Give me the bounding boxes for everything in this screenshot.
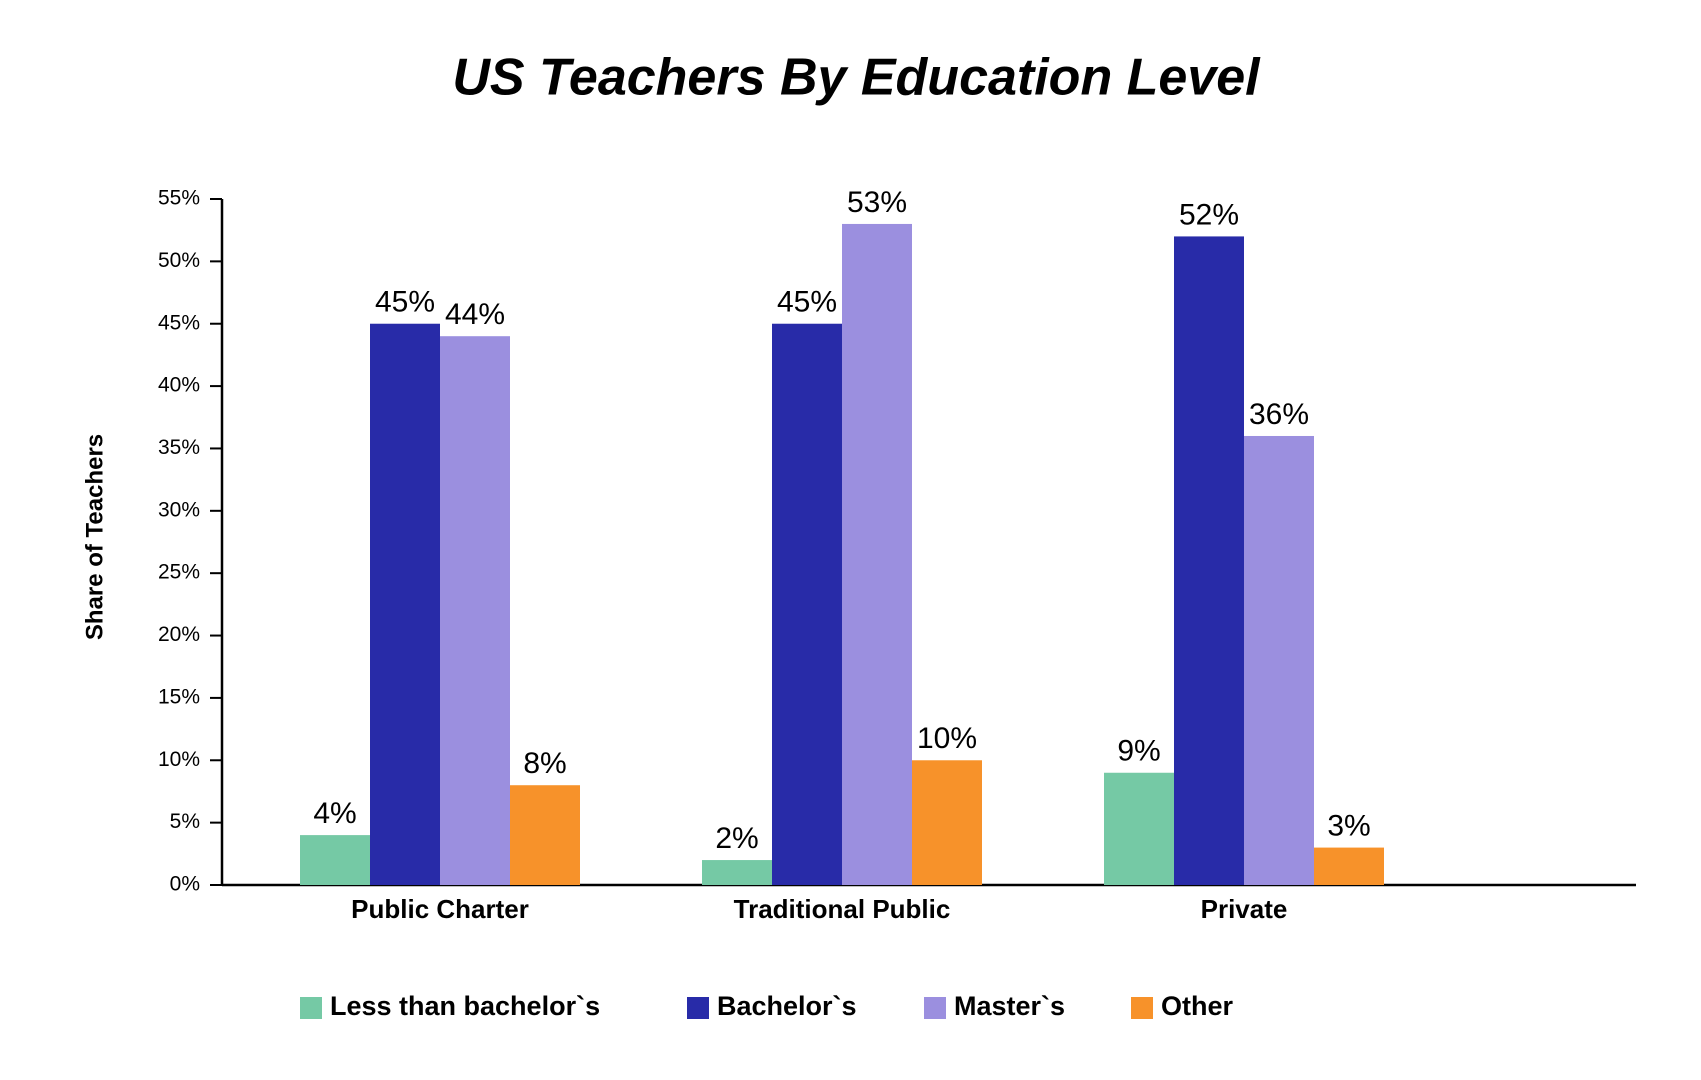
y-tick-label: 55% xyxy=(158,187,200,210)
bar xyxy=(1314,847,1384,885)
value-label: 44% xyxy=(445,298,505,331)
legend-swatch xyxy=(300,997,322,1019)
value-label: 9% xyxy=(1117,735,1160,768)
y-tick-label: 30% xyxy=(158,498,200,521)
legend-label: Other xyxy=(1161,991,1234,1021)
legend-label: Less than bachelor`s xyxy=(330,991,600,1021)
y-tick-label: 45% xyxy=(158,311,200,334)
legend-swatch xyxy=(1131,997,1153,1019)
bar xyxy=(300,835,370,885)
x-tick-label: Public Charter xyxy=(351,894,529,924)
y-tick-label: 20% xyxy=(158,623,200,646)
value-label: 8% xyxy=(523,747,566,780)
y-tick-label: 50% xyxy=(158,249,200,272)
y-tick-label: 15% xyxy=(158,685,200,708)
legend-label: Bachelor`s xyxy=(717,991,857,1021)
bar xyxy=(842,223,912,886)
chart-title: US Teachers By Education Level xyxy=(452,49,1261,107)
legend-swatch xyxy=(924,997,946,1019)
value-label: 36% xyxy=(1249,398,1309,431)
bar xyxy=(702,860,772,885)
bar xyxy=(1244,435,1314,885)
value-label: 45% xyxy=(777,286,837,319)
x-tick-label: Private xyxy=(1201,894,1288,924)
y-tick-label: 35% xyxy=(158,436,200,459)
y-tick-label: 25% xyxy=(158,561,200,584)
x-tick-label: Traditional Public xyxy=(734,894,951,924)
bar xyxy=(510,785,580,885)
bar xyxy=(440,336,510,885)
value-label: 52% xyxy=(1179,198,1239,231)
y-tick-label: 10% xyxy=(158,748,200,771)
value-label: 2% xyxy=(715,822,758,855)
legend-label: Master`s xyxy=(954,991,1065,1021)
bar xyxy=(1174,236,1244,885)
bar xyxy=(912,760,982,885)
y-axis-label: Share of Teachers xyxy=(81,434,108,640)
value-label: 53% xyxy=(847,186,907,219)
bar xyxy=(370,323,440,885)
value-label: 10% xyxy=(917,722,977,755)
bar xyxy=(772,323,842,885)
bar xyxy=(1104,772,1174,885)
y-tick-label: 5% xyxy=(170,810,200,833)
value-label: 3% xyxy=(1327,810,1370,843)
value-label: 45% xyxy=(375,286,435,319)
y-tick-label: 0% xyxy=(170,873,200,896)
value-label: 4% xyxy=(313,797,356,830)
legend-swatch xyxy=(687,997,709,1019)
y-tick-label: 40% xyxy=(158,374,200,397)
